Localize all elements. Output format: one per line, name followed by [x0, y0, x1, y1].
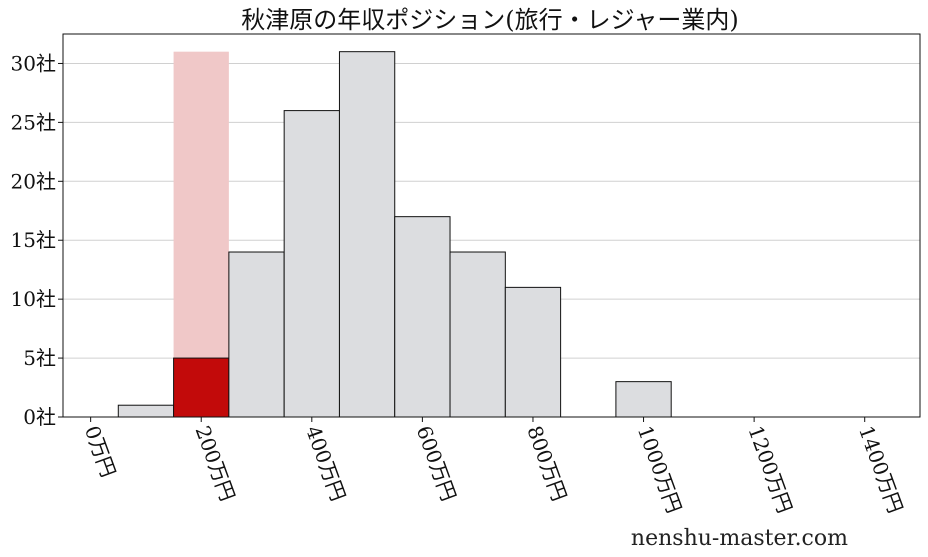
watermark: nenshu-master.com — [630, 526, 848, 551]
y-tick-label: 30社 — [11, 51, 56, 75]
x-tick-label: 1400万円 — [854, 423, 908, 517]
y-tick-label: 0社 — [23, 405, 56, 429]
histogram-bar — [394, 216, 451, 418]
histogram-bar — [228, 251, 285, 418]
histogram-bar — [117, 404, 175, 418]
x-tick-label: 600万円 — [412, 423, 461, 505]
x-tick-label: 1200万円 — [743, 423, 797, 517]
x-axis-ticks: 0万円 200万円 400万円 600万円 800万円 1000万円 1200万円 1400万… — [80, 417, 908, 516]
chart-title: 秋津原の年収ポジション(旅行・レジャー業内) — [241, 6, 739, 34]
plot-frame — [62, 33, 921, 418]
y-tick-label: 10社 — [11, 287, 56, 311]
x-tick-label: 1000万円 — [633, 423, 687, 517]
y-tick-label: 20社 — [11, 169, 56, 193]
x-tick-label: 400万円 — [301, 423, 350, 505]
y-tick-label: 5社 — [23, 346, 56, 370]
x-tick-label: 0万円 — [80, 423, 121, 481]
histogram-bar — [504, 286, 562, 418]
histogram-bar — [615, 381, 672, 418]
histogram-bar — [338, 51, 396, 418]
y-tick-label: 25社 — [11, 110, 56, 134]
y-axis-ticks: 0社 5社 10社 15社 20社 25社 30社 — [11, 51, 63, 429]
highlight-bar — [173, 357, 230, 418]
x-tick-label: 800万円 — [522, 423, 571, 505]
x-tick-label: 200万円 — [191, 423, 240, 505]
y-tick-label: 15社 — [11, 228, 56, 252]
histogram-bar — [283, 110, 340, 418]
histogram-bar — [449, 251, 506, 418]
highlight-band-layer — [173, 51, 229, 418]
bars — [117, 51, 672, 418]
highlight-band — [173, 51, 229, 418]
